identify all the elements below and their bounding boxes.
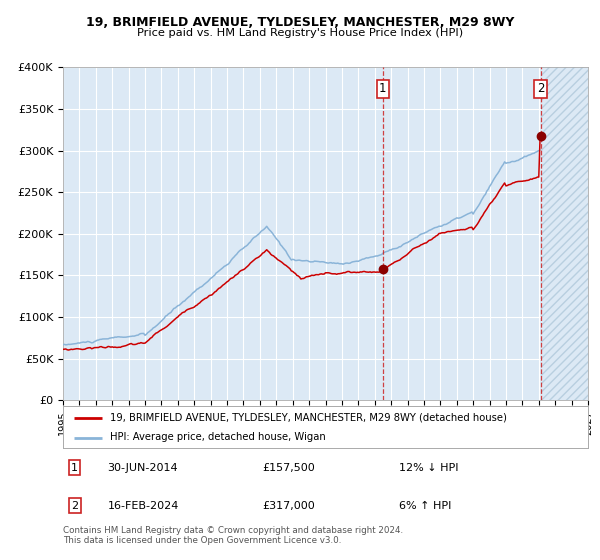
Text: 12% ↓ HPI: 12% ↓ HPI (399, 463, 458, 473)
Text: 2: 2 (537, 82, 545, 95)
Text: This data is licensed under the Open Government Licence v3.0.: This data is licensed under the Open Gov… (63, 536, 341, 545)
Text: 1: 1 (379, 82, 386, 95)
Text: £157,500: £157,500 (263, 463, 315, 473)
Text: 16-FEB-2024: 16-FEB-2024 (107, 501, 179, 511)
Bar (541, 67, 588, 400)
Text: 2: 2 (71, 501, 78, 511)
Text: 1: 1 (71, 463, 78, 473)
Text: 30-JUN-2014: 30-JUN-2014 (107, 463, 178, 473)
Text: Contains HM Land Registry data © Crown copyright and database right 2024.: Contains HM Land Registry data © Crown c… (63, 526, 403, 535)
Text: 19, BRIMFIELD AVENUE, TYLDESLEY, MANCHESTER, M29 8WY: 19, BRIMFIELD AVENUE, TYLDESLEY, MANCHES… (86, 16, 514, 29)
Text: 6% ↑ HPI: 6% ↑ HPI (399, 501, 451, 511)
Text: HPI: Average price, detached house, Wigan: HPI: Average price, detached house, Wiga… (110, 432, 326, 442)
Text: 19, BRIMFIELD AVENUE, TYLDESLEY, MANCHESTER, M29 8WY (detached house): 19, BRIMFIELD AVENUE, TYLDESLEY, MANCHES… (110, 413, 507, 423)
Text: Price paid vs. HM Land Registry's House Price Index (HPI): Price paid vs. HM Land Registry's House … (137, 28, 463, 38)
Text: £317,000: £317,000 (263, 501, 315, 511)
